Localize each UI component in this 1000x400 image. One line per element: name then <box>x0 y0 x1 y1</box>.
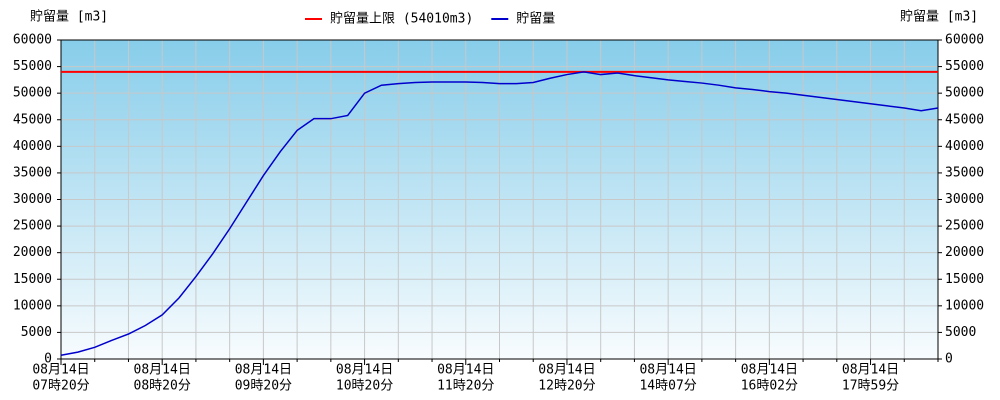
y-tick-label: 15000 <box>13 272 52 287</box>
x-tick-label: 08月14日 <box>842 363 899 378</box>
y-tick-label: 10000 <box>13 298 52 313</box>
y2-axis-title: 貯留量 [m3] <box>900 10 978 25</box>
legend-label: 貯留量上限 (54010m3) <box>330 12 473 27</box>
y2-tick-label: 60000 <box>945 33 984 48</box>
y-tick-label: 0 <box>44 352 52 367</box>
x-tick-label: 08月14日 <box>639 363 696 378</box>
x-tick-label: 10時20分 <box>336 379 393 394</box>
x-tick-label: 12時20分 <box>538 379 595 394</box>
y2-tick-label: 15000 <box>945 272 984 287</box>
y2-tick-label: 30000 <box>945 192 984 207</box>
y-tick-label: 30000 <box>13 192 52 207</box>
y2-tick-label: 5000 <box>945 325 976 340</box>
x-tick-label: 08月14日 <box>32 363 89 378</box>
x-tick-label: 08月14日 <box>336 363 393 378</box>
x-tick-label: 08時20分 <box>134 379 191 394</box>
x-tick-label: 08月14日 <box>134 363 191 378</box>
y-tick-label: 25000 <box>13 219 52 234</box>
y-axis-title: 貯留量 [m3] <box>30 10 108 25</box>
x-tick-label: 16時02分 <box>741 379 798 394</box>
y-tick-label: 40000 <box>13 139 52 154</box>
y2-tick-label: 50000 <box>945 86 984 101</box>
y2-tick-label: 25000 <box>945 219 984 234</box>
x-tick-label: 14時07分 <box>639 379 696 394</box>
y-tick-label: 45000 <box>13 112 52 127</box>
x-tick-label: 08月14日 <box>235 363 292 378</box>
y-tick-label: 35000 <box>13 165 52 180</box>
series-line <box>60 71 939 357</box>
y-tick-label: 55000 <box>13 59 52 74</box>
plot-border <box>60 39 939 360</box>
y-tick-label: 60000 <box>13 33 52 48</box>
y2-tick-label: 45000 <box>945 112 984 127</box>
y-tick-label: 20000 <box>13 245 52 260</box>
y2-tick-label: 20000 <box>945 245 984 260</box>
y-tick-label: 5000 <box>21 325 52 340</box>
y2-tick-label: 55000 <box>945 59 984 74</box>
x-tick-label: 08月14日 <box>741 363 798 378</box>
x-tick-label: 08月14日 <box>538 363 595 378</box>
y2-tick-label: 40000 <box>945 139 984 154</box>
x-tick-label: 17時59分 <box>842 379 899 394</box>
x-tick-label: 08月14日 <box>437 363 494 378</box>
x-tick-label: 07時20分 <box>32 379 89 394</box>
y-tick-label: 50000 <box>13 86 52 101</box>
x-tick-label: 11時20分 <box>437 379 494 394</box>
y2-tick-label: 35000 <box>945 165 984 180</box>
x-tick-label: 09時20分 <box>235 379 292 394</box>
y2-tick-label: 0 <box>945 352 953 367</box>
y2-tick-label: 10000 <box>945 298 984 313</box>
legend-label: 貯留量 <box>516 12 555 27</box>
